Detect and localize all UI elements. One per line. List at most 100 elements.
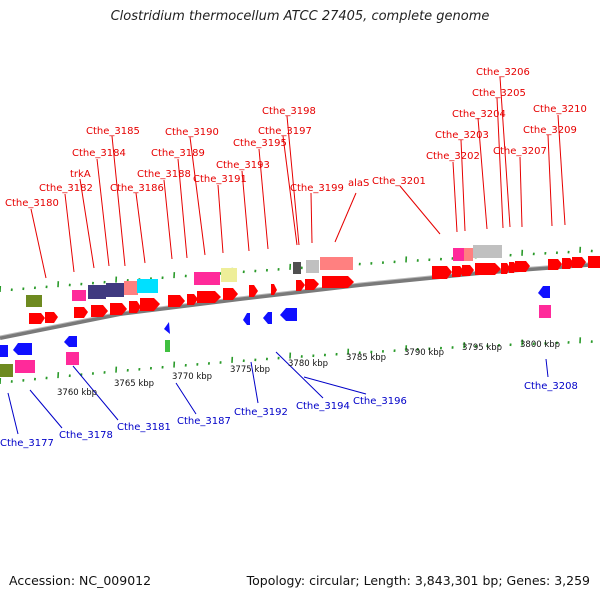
gene-label: Cthe_3199 [290,183,344,194]
feature-block [464,248,473,261]
feature-arrow [249,285,258,297]
feature-arrow [0,345,8,357]
feature-arrow [305,279,319,290]
scale-label: 3765 kbp [114,379,154,389]
gene-label: Cthe_3184 [72,148,126,159]
feature-arrow [168,295,185,307]
feature-block [306,260,319,273]
gene-label: Cthe_3195 [233,138,287,149]
feature-block [453,248,464,261]
feature-arrow [475,263,501,275]
feature-arrow [74,307,88,318]
gene-label: Cthe_3193 [216,160,270,171]
feature-arrow [452,266,464,277]
gene-label: Cthe_3187 [177,416,231,427]
gene-label: Cthe_3185 [86,126,140,137]
feature-arrow [515,261,530,272]
scale-label: 3780 kbp [288,359,328,369]
gene-label: Cthe_3205 [472,88,526,99]
feature-block [194,272,220,285]
gene-label: Cthe_3204 [452,109,506,120]
scale-label: 3770 kbp [172,372,212,382]
gene-label: Cthe_3210 [533,104,587,115]
gene-label: Cthe_3206 [476,67,530,78]
inner-tick-ring [0,337,593,385]
feature-block [473,245,502,258]
feature-arrow [296,280,305,291]
gene-label: Cthe_3192 [234,407,288,418]
feature-arrow [588,256,600,268]
feature-block [66,352,79,365]
gene-label: Cthe_3189 [151,148,205,159]
feature-arrow [538,286,550,298]
gene-label: alaS [348,178,369,189]
feature-block [137,279,158,293]
feature-arrow [263,312,272,324]
reverse-leader-lines [7,351,549,435]
gene-label: Cthe_3182 [39,183,93,194]
feature-arrow [462,265,474,276]
gene-label: Cthe_3191 [193,174,247,185]
scale-label: 3800 kbp [520,340,560,350]
forward-features [26,245,600,324]
scale-label: 3785 kbp [346,353,386,363]
gene-label: Cthe_3180 [5,198,59,209]
gene-label: Cthe_3198 [262,106,316,117]
feature-arrow [45,312,58,323]
gene-label: Cthe_3194 [296,401,350,412]
feature-arrow [271,284,277,295]
scale-label: 3760 kbp [57,388,97,398]
feature-arrow [501,263,510,274]
gene-label: Cthe_3181 [117,422,171,433]
feature-block [221,268,237,282]
feature-block [539,305,551,318]
gene-label: Cthe_3207 [493,146,547,157]
feature-arrow [280,308,297,321]
reverse-gene-labels: Cthe_3177 Cthe_3178 Cthe_3181 Cthe_3187 … [0,381,578,449]
feature-block [0,364,13,377]
feature-arrow [223,288,238,300]
genome-summary-text: Topology: circular; Length: 3,843,301 bp… [246,573,590,588]
feature-arrow [110,303,127,315]
feature-block [15,360,35,373]
gene-label: Cthe_3208 [524,381,578,392]
feature-block [165,340,170,352]
feature-block [88,285,106,299]
gene-label: Cthe_3197 [258,126,312,137]
map-title: Clostridium thermocellum ATCC 27405, com… [110,9,490,24]
gene-label: Cthe_3209 [523,125,577,136]
feature-arrow [243,313,250,325]
feature-arrow [64,336,77,347]
scale-label: 3795 kbp [462,343,502,353]
feature-arrow [432,266,452,279]
gene-label: Cthe_3188 [137,169,191,180]
gene-label: Cthe_3190 [165,127,219,138]
feature-arrow [548,259,562,270]
scale-label: 3790 kbp [404,348,444,358]
feature-block [26,295,42,307]
genome-backbone [0,262,600,340]
gene-label: Cthe_3178 [59,430,113,441]
gene-label: Cthe_3177 [0,438,54,449]
feature-block [106,283,124,297]
feature-block [124,281,138,295]
reverse-features [0,286,551,377]
feature-arrow [322,276,354,288]
feature-block [72,290,86,301]
feature-arrow [91,305,108,317]
accession-text: Accession: NC_009012 [9,573,152,588]
gene-label: Cthe_3203 [435,130,489,141]
feature-arrow [562,258,574,269]
forward-gene-labels: Cthe_3180 Cthe_3182 trkA Cthe_3184 Cthe_… [5,67,587,209]
feature-arrow [197,291,221,303]
gene-label: trkA [70,169,91,180]
scale-labels: 3760 kbp 3765 kbp 3770 kbp 3775 kbp 3780… [57,340,560,398]
feature-arrow [140,298,160,311]
feature-arrow [29,313,45,324]
feature-arrow [13,343,32,355]
feature-arrow [129,301,141,313]
forward-leader-lines [30,76,566,279]
gene-label: Cthe_3201 [372,176,426,187]
